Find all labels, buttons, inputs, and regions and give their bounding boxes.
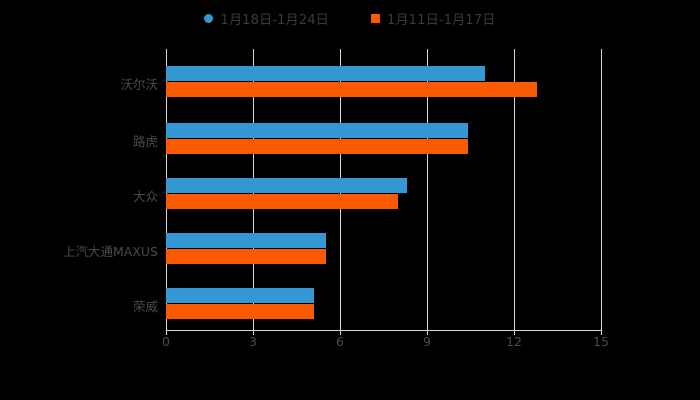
bar-大众-series-1[interactable] bbox=[166, 194, 398, 209]
bar-上汽大通MAXUS-series-0[interactable] bbox=[166, 233, 326, 248]
x-tick-mark-6 bbox=[340, 330, 341, 335]
gridline-9 bbox=[427, 49, 428, 330]
y-axis-label-沃尔沃: 沃尔沃 bbox=[120, 77, 158, 92]
chart-legend: 1月18日-1月24日 1月11日-1月17日 bbox=[0, 9, 700, 28]
y-axis-category-labels: 沃尔沃路虎大众上汽大通MAXUS 荣威 bbox=[8, 49, 158, 330]
bar-荣威-series-1[interactable] bbox=[166, 304, 314, 319]
bar-group-row-1 bbox=[166, 123, 601, 154]
x-tick-mark-0 bbox=[166, 330, 167, 335]
x-tick-label-0: 0 bbox=[162, 334, 170, 349]
x-tick-label-15: 15 bbox=[593, 334, 609, 349]
x-tick-label-12: 12 bbox=[506, 334, 522, 349]
y-axis-label-大众: 大众 bbox=[132, 189, 158, 204]
y-axis-label-荣威: 荣威 bbox=[132, 299, 158, 314]
x-tick-label-9: 9 bbox=[423, 334, 431, 349]
bar-路虎-series-1[interactable] bbox=[166, 139, 468, 154]
x-tick-mark-9 bbox=[427, 330, 428, 335]
legend-label-series-1: 1月11日-1月17日 bbox=[387, 13, 496, 28]
bar-荣威-series-0[interactable] bbox=[166, 288, 314, 303]
legend-label-series-0: 1月18日-1月24日 bbox=[220, 13, 329, 28]
y-axis-label-路虎: 路虎 bbox=[132, 134, 158, 149]
bar-路虎-series-0[interactable] bbox=[166, 123, 468, 138]
gridline-12 bbox=[514, 49, 515, 330]
bar-上汽大通MAXUS-series-1[interactable] bbox=[166, 249, 326, 264]
gridline-15 bbox=[601, 49, 602, 330]
y-axis-label-上汽大通MAXUS: 上汽大通MAXUS bbox=[63, 244, 158, 259]
legend-item-series-0[interactable]: 1月18日-1月24日 bbox=[204, 9, 329, 28]
legend-marker-square-icon bbox=[371, 14, 380, 23]
legend-marker-circle-icon bbox=[204, 14, 214, 23]
x-axis-tick-labels: 0 3 6 9 12 15 bbox=[162, 334, 609, 354]
bar-group-row-3 bbox=[166, 233, 601, 264]
x-tick-label-3: 3 bbox=[249, 334, 257, 349]
plot-area bbox=[166, 49, 602, 331]
bar-沃尔沃-series-1[interactable] bbox=[166, 82, 538, 97]
legend-item-series-1[interactable]: 1月11日-1月17日 bbox=[371, 9, 496, 28]
x-axis-line bbox=[166, 330, 601, 331]
x-tick-mark-3 bbox=[253, 330, 254, 335]
bar-group-row-4 bbox=[166, 288, 601, 319]
bar-大众-series-0[interactable] bbox=[166, 178, 407, 193]
bar-group-row-0 bbox=[166, 66, 601, 97]
x-tick-label-6: 6 bbox=[336, 334, 344, 349]
x-tick-mark-15 bbox=[601, 330, 602, 335]
bar-group-row-2 bbox=[166, 178, 601, 209]
bar-沃尔沃-series-0[interactable] bbox=[166, 66, 485, 81]
x-tick-mark-12 bbox=[514, 330, 515, 335]
